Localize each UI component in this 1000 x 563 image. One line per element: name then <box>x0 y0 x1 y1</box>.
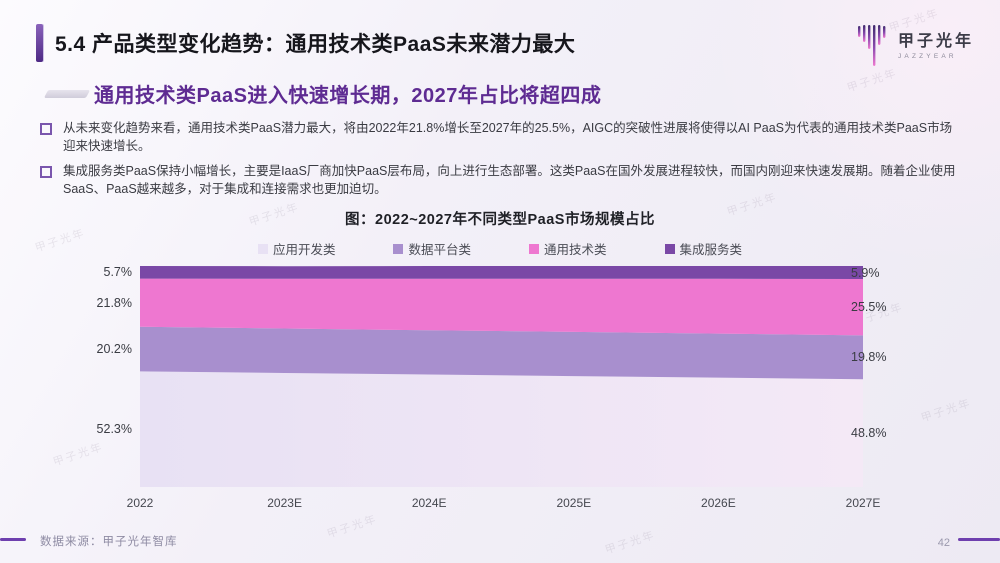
stacked-area-chart <box>140 266 863 487</box>
legend-swatch-icon <box>529 243 539 254</box>
value-label: 52.3% <box>96 422 132 437</box>
footer-right-dash <box>958 538 1000 541</box>
brand-logo-text: 甲子光年 JAZZYEAR <box>898 27 974 60</box>
legend-swatch-icon <box>257 243 268 254</box>
brand-subname: JAZZYEAR <box>897 53 957 60</box>
bullet-item: 从未来变化趋势来看，通用技术类PaaS潜力最大，将由2022年21.8%增长至2… <box>40 119 962 155</box>
watermark-text: 甲子光年 <box>919 397 973 425</box>
value-label: 19.8% <box>851 350 887 365</box>
chart-title: 图：2022~2027年不同类型PaaS市场规模占比 <box>345 212 655 228</box>
brand-logo: 甲子光年 JAZZYEAR <box>857 22 974 68</box>
source-note: 数据来源：甲子光年智库 <box>40 536 178 548</box>
value-label: 5.7% <box>103 265 133 280</box>
x-axis-tick-label: 2027E <box>845 496 881 510</box>
x-axis-labels: 2022 2023E 2024E 2025E 2026E 2027E <box>127 496 881 512</box>
bullet-square-icon <box>40 166 52 179</box>
brand-logo-icon <box>857 25 886 66</box>
subtitle-decoration <box>43 89 91 98</box>
legend-swatch-icon <box>664 243 675 254</box>
bullet-text: 集成服务类PaaS保持小幅增长，主要是IaaS厂商加快PaaS层布局，向上进行生… <box>63 164 956 197</box>
x-axis-tick-label: 2024E <box>411 496 447 510</box>
legend-label: 数据平台类 <box>408 243 471 257</box>
slide-subtitle: 通用技术类PaaS进入快速增长期，2027年占比将超四成 <box>94 85 602 107</box>
legend-item: 应用开发类 <box>257 239 336 258</box>
chart-plot-area <box>140 266 863 487</box>
legend-label: 集成服务类 <box>679 243 743 257</box>
bullet-list: 从未来变化趋势来看，通用技术类PaaS潜力最大，将由2022年21.8%增长至2… <box>40 119 962 206</box>
value-label: 5.9% <box>851 265 880 280</box>
value-label: 21.8% <box>96 295 132 310</box>
x-axis-tick-label: 2025E <box>556 496 592 510</box>
x-axis-tick-label: 2022 <box>126 496 154 510</box>
bullet-text: 从未来变化趋势来看，通用技术类PaaS潜力最大，将由2022年21.8%增长至2… <box>63 121 953 154</box>
legend-item: 数据平台类 <box>393 239 471 258</box>
legend-swatch-icon <box>393 243 404 254</box>
chart-legend: 应用开发类 数据平台类 通用技术类 集成服务类 <box>30 239 970 258</box>
legend-item: 集成服务类 <box>664 239 743 258</box>
value-label: 25.5% <box>851 300 887 315</box>
legend-label: 通用技术类 <box>544 243 607 257</box>
value-label: 20.2% <box>96 342 132 357</box>
bullet-square-icon <box>40 123 52 135</box>
page-title: 5.4 产品类型变化趋势：通用技术类PaaS未来潜力最大 <box>55 33 576 56</box>
bullet-item: 集成服务类PaaS保持小幅增长，主要是IaaS厂商加快PaaS层布局，向上进行生… <box>40 162 962 198</box>
area-band-1 <box>140 371 863 487</box>
legend-label: 应用开发类 <box>272 243 336 257</box>
legend-item: 通用技术类 <box>529 239 607 258</box>
header: 5.4 产品类型变化趋势：通用技术类PaaS未来潜力最大 <box>36 24 575 62</box>
x-axis-tick-label: 2026E <box>701 496 736 510</box>
page-number: 42 <box>937 537 950 549</box>
title-accent-bar <box>36 24 43 62</box>
watermark-text: 甲子光年 <box>603 529 657 557</box>
watermark-text: 甲子光年 <box>325 513 379 541</box>
area-band-4 <box>140 266 863 279</box>
area-band-3 <box>140 278 863 336</box>
watermark-text: 甲子光年 <box>51 441 105 469</box>
x-axis-tick-label: 2023E <box>267 496 302 510</box>
footer-left-dash <box>0 538 26 541</box>
watermark-text: 甲子光年 <box>845 67 899 95</box>
subtitle-row: 通用技术类PaaS进入快速增长期，2027年占比将超四成 <box>43 79 602 108</box>
value-label: 48.8% <box>851 426 887 441</box>
area-band-2 <box>140 326 863 380</box>
brand-name: 甲子光年 <box>897 33 974 50</box>
